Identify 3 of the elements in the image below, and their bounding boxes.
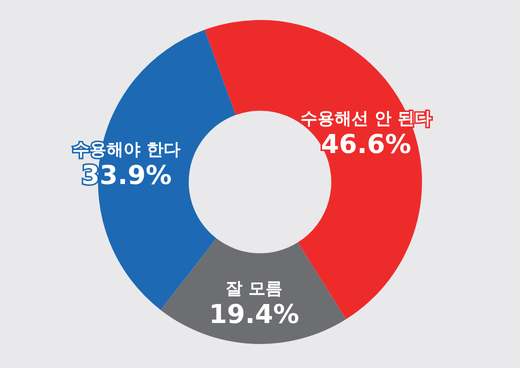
data-label: 46.6% [320, 130, 412, 160]
slice-label: 잘 모름 [226, 278, 283, 299]
data-label: 19.4% [208, 300, 300, 330]
